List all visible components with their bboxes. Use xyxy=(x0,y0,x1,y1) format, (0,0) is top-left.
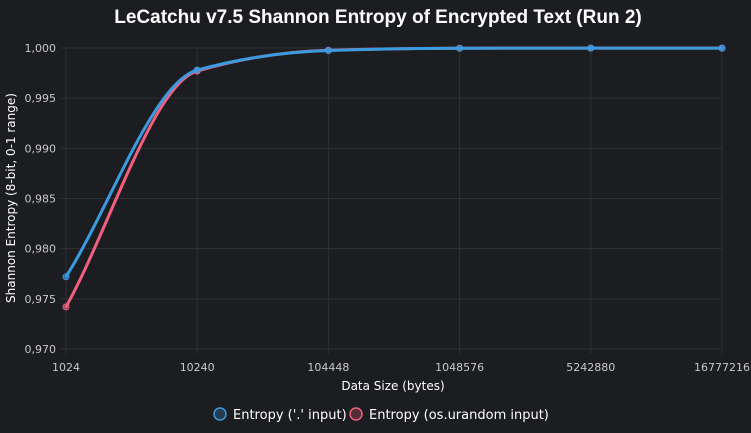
x-axis-ticks: 1024 10240 104448 1048576 5242880 16777216 xyxy=(52,361,750,374)
legend-marker[interactable] xyxy=(349,407,363,421)
data-point[interactable] xyxy=(62,303,70,311)
y-tick-label: 0,995 xyxy=(25,92,57,105)
legend-marker[interactable] xyxy=(213,407,227,421)
data-point[interactable] xyxy=(587,44,595,52)
y-tick-label: 0,985 xyxy=(25,193,57,206)
data-point[interactable] xyxy=(324,47,332,55)
series-lines xyxy=(62,44,726,311)
series-line xyxy=(64,46,724,309)
y-tick-label: 0,975 xyxy=(25,293,57,306)
series-group xyxy=(62,44,726,281)
data-point[interactable] xyxy=(718,44,726,52)
y-tick-label: 1,000 xyxy=(25,42,57,55)
grid-lines xyxy=(61,47,723,354)
x-tick-label: 104448 xyxy=(307,361,349,374)
legend: Entropy ('.' input) Entropy (os.urandom i… xyxy=(213,407,549,423)
data-point[interactable] xyxy=(456,44,464,52)
y-axis-ticks: 0,970 0,975 0,980 0,985 0,990 0,995 1,000 xyxy=(25,42,57,356)
chart-title: LeCatchu v7.5 Shannon Entropy of Encrypt… xyxy=(114,7,641,28)
x-axis-title: Data Size (bytes) xyxy=(341,379,444,393)
y-axis-title: Shannon Entropy (8-bit, 0-1 range) xyxy=(4,93,18,303)
y-tick-label: 0,990 xyxy=(25,142,57,155)
data-point[interactable] xyxy=(193,66,201,74)
series-group xyxy=(62,44,726,311)
x-tick-label: 1024 xyxy=(52,361,80,374)
legend-label[interactable]: Entropy (os.urandom input) xyxy=(369,408,549,423)
y-tick-label: 0,980 xyxy=(25,243,57,256)
data-point[interactable] xyxy=(62,273,70,281)
series-line xyxy=(64,46,724,279)
legend-label[interactable]: Entropy ('.' input) xyxy=(233,408,347,423)
x-tick-label: 16777216 xyxy=(694,361,750,374)
x-tick-label: 5242880 xyxy=(566,361,615,374)
x-tick-label: 1048576 xyxy=(435,361,484,374)
x-tick-label: 10240 xyxy=(180,361,215,374)
y-tick-label: 0,970 xyxy=(25,343,57,356)
